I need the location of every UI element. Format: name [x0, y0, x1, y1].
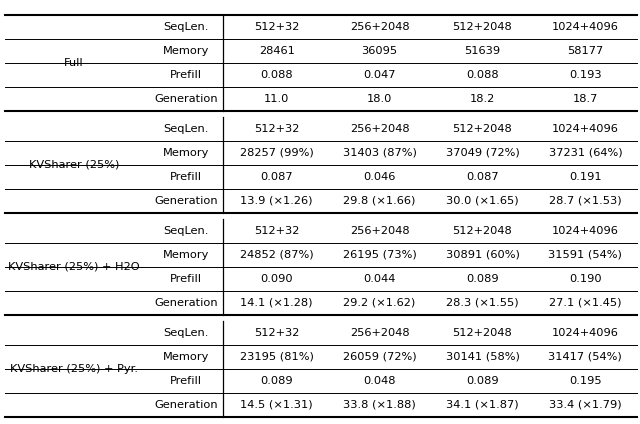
Text: 23195 (81%): 23195 (81%) — [240, 352, 314, 362]
Text: SeqLen.: SeqLen. — [163, 226, 209, 236]
Text: 30141 (58%): 30141 (58%) — [445, 352, 520, 362]
Text: 29.8 (×1.66): 29.8 (×1.66) — [344, 196, 416, 206]
Text: 36095: 36095 — [362, 46, 397, 56]
Text: 512+32: 512+32 — [254, 226, 300, 236]
Text: 1024+4096: 1024+4096 — [552, 22, 619, 32]
Text: 28257 (99%): 28257 (99%) — [240, 148, 314, 158]
Text: 0.046: 0.046 — [364, 172, 396, 182]
Text: Memory: Memory — [163, 148, 209, 158]
Text: 31591 (54%): 31591 (54%) — [548, 250, 622, 260]
Text: 13.9 (×1.26): 13.9 (×1.26) — [241, 196, 313, 206]
Text: 0.047: 0.047 — [364, 70, 396, 80]
Text: 0.191: 0.191 — [569, 172, 602, 182]
Text: Generation: Generation — [154, 196, 218, 206]
Text: 256+2048: 256+2048 — [350, 124, 410, 134]
Text: Generation: Generation — [154, 298, 218, 308]
Text: Memory: Memory — [163, 250, 209, 260]
Text: 0.089: 0.089 — [466, 376, 499, 386]
Text: 14.1 (×1.28): 14.1 (×1.28) — [241, 298, 313, 308]
Text: 28.3 (×1.55): 28.3 (×1.55) — [446, 298, 519, 308]
Text: KVSharer (25%): KVSharer (25%) — [29, 160, 119, 170]
Text: 0.088: 0.088 — [466, 70, 499, 80]
Text: 58177: 58177 — [567, 46, 604, 56]
Text: 256+2048: 256+2048 — [350, 328, 410, 338]
Text: 1024+4096: 1024+4096 — [552, 124, 619, 134]
Text: 512+2048: 512+2048 — [452, 226, 513, 236]
Text: 51639: 51639 — [465, 46, 500, 56]
Text: 0.088: 0.088 — [260, 70, 293, 80]
Text: 512+32: 512+32 — [254, 22, 300, 32]
Text: 1024+4096: 1024+4096 — [552, 328, 619, 338]
Text: 31417 (54%): 31417 (54%) — [548, 352, 622, 362]
Text: 24852 (87%): 24852 (87%) — [240, 250, 314, 260]
Text: KVSharer (25%) + H2O: KVSharer (25%) + H2O — [8, 262, 140, 272]
Text: Memory: Memory — [163, 352, 209, 362]
Text: 27.1 (×1.45): 27.1 (×1.45) — [549, 298, 621, 308]
Text: 512+32: 512+32 — [254, 124, 300, 134]
Text: KVSharer (25%) + Pyr.: KVSharer (25%) + Pyr. — [10, 364, 138, 374]
Text: 33.4 (×1.79): 33.4 (×1.79) — [549, 400, 621, 410]
Text: Generation: Generation — [154, 400, 218, 410]
Text: 30891 (60%): 30891 (60%) — [445, 250, 520, 260]
Text: 512+2048: 512+2048 — [452, 124, 513, 134]
Text: 0.195: 0.195 — [569, 376, 602, 386]
Text: 256+2048: 256+2048 — [350, 22, 410, 32]
Text: Prefill: Prefill — [170, 172, 202, 182]
Text: 0.089: 0.089 — [260, 376, 293, 386]
Text: 18.0: 18.0 — [367, 94, 392, 104]
Text: 18.7: 18.7 — [573, 94, 598, 104]
Text: 11.0: 11.0 — [264, 94, 289, 104]
Text: 0.090: 0.090 — [260, 274, 293, 284]
Text: 0.089: 0.089 — [466, 274, 499, 284]
Text: Memory: Memory — [163, 46, 209, 56]
Text: 512+32: 512+32 — [254, 328, 300, 338]
Text: 26195 (73%): 26195 (73%) — [343, 250, 417, 260]
Text: 256+2048: 256+2048 — [350, 226, 410, 236]
Text: 28.7 (×1.53): 28.7 (×1.53) — [549, 196, 621, 206]
Text: 37231 (64%): 37231 (64%) — [548, 148, 622, 158]
Text: 512+2048: 512+2048 — [452, 22, 513, 32]
Text: Prefill: Prefill — [170, 70, 202, 80]
Text: 14.5 (×1.31): 14.5 (×1.31) — [241, 400, 313, 410]
Text: 37049 (72%): 37049 (72%) — [445, 148, 519, 158]
Text: 0.193: 0.193 — [569, 70, 602, 80]
Text: 28461: 28461 — [259, 46, 294, 56]
Text: 512+2048: 512+2048 — [452, 328, 513, 338]
Text: Prefill: Prefill — [170, 376, 202, 386]
Text: 34.1 (×1.87): 34.1 (×1.87) — [446, 400, 519, 410]
Text: Full: Full — [64, 58, 84, 68]
Text: 0.190: 0.190 — [569, 274, 602, 284]
Text: Prefill: Prefill — [170, 274, 202, 284]
Text: Generation: Generation — [154, 94, 218, 104]
Text: SeqLen.: SeqLen. — [163, 22, 209, 32]
Text: 29.2 (×1.62): 29.2 (×1.62) — [344, 298, 416, 308]
Text: SeqLen.: SeqLen. — [163, 124, 209, 134]
Text: 30.0 (×1.65): 30.0 (×1.65) — [446, 196, 519, 206]
Text: 0.048: 0.048 — [364, 376, 396, 386]
Text: 26059 (72%): 26059 (72%) — [343, 352, 417, 362]
Text: SeqLen.: SeqLen. — [163, 328, 209, 338]
Text: 0.087: 0.087 — [260, 172, 293, 182]
Text: 1024+4096: 1024+4096 — [552, 226, 619, 236]
Text: 0.044: 0.044 — [364, 274, 396, 284]
Text: 33.8 (×1.88): 33.8 (×1.88) — [343, 400, 416, 410]
Text: 31403 (87%): 31403 (87%) — [342, 148, 417, 158]
Text: 18.2: 18.2 — [470, 94, 495, 104]
Text: 0.087: 0.087 — [466, 172, 499, 182]
